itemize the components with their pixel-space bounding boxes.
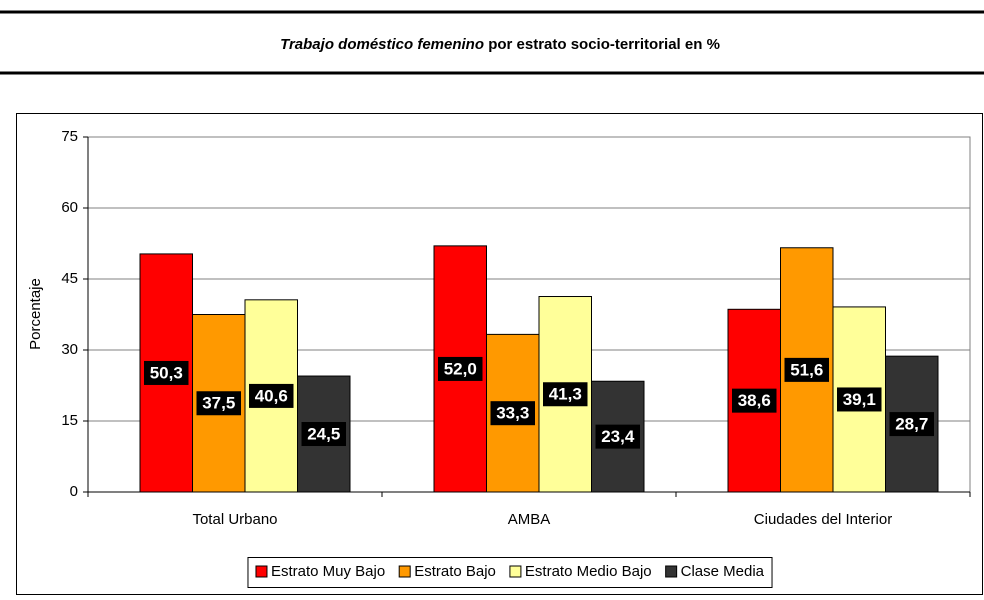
value-label: 24,5 [307, 425, 340, 444]
value-label-bg [889, 412, 934, 437]
legend-label: Estrato Bajo [414, 563, 496, 580]
value-label-bg [543, 382, 588, 407]
value-label-bg [490, 401, 535, 426]
legend-label: Estrato Muy Bajo [271, 563, 385, 580]
y-tick-label: 75 [61, 128, 78, 145]
legend-label: Clase Media [681, 563, 765, 580]
value-label: 28,7 [895, 415, 928, 434]
y-tick-label: 30 [61, 341, 78, 358]
value-label: 40,6 [255, 386, 288, 405]
value-label: 41,3 [549, 385, 582, 404]
legend-swatch [509, 565, 522, 578]
value-label: 23,4 [601, 427, 635, 446]
value-label-bg [837, 387, 882, 412]
y-tick-label: 45 [61, 270, 78, 287]
title-rest: por estrato socio-territorial en % [488, 36, 720, 53]
legend-swatch [665, 565, 678, 578]
x-tick-label: Ciudades del Interior [754, 511, 892, 528]
value-label-bg [249, 383, 294, 408]
y-axis-label: Porcentaje [27, 278, 44, 350]
legend-label: Estrato Medio Bajo [525, 563, 652, 580]
x-tick-label: AMBA [508, 511, 551, 528]
value-label: 51,6 [790, 360, 823, 379]
value-label: 50,3 [150, 363, 183, 382]
value-label-bg [196, 391, 241, 416]
value-label-bg [784, 357, 829, 382]
title-italic: Trabajo doméstico femenino [280, 36, 484, 53]
legend-swatch [398, 565, 411, 578]
value-label-bg [301, 422, 346, 447]
value-label: 37,5 [202, 394, 235, 413]
value-label: 39,1 [843, 390, 876, 409]
chart-title: Trabajo doméstico femenino por estrato s… [280, 36, 720, 53]
y-tick-label: 0 [70, 483, 78, 500]
value-label-bg [144, 360, 189, 385]
x-tick-label: Total Urbano [192, 511, 277, 528]
value-label: 38,6 [738, 391, 771, 410]
value-label-bg [438, 356, 483, 381]
legend-swatch [255, 565, 268, 578]
value-label: 33,3 [496, 404, 529, 423]
value-label-bg [595, 424, 640, 449]
y-tick-label: 60 [61, 199, 78, 216]
value-label: 52,0 [444, 359, 477, 378]
y-tick-label: 15 [61, 412, 78, 429]
value-label-bg [732, 388, 777, 413]
